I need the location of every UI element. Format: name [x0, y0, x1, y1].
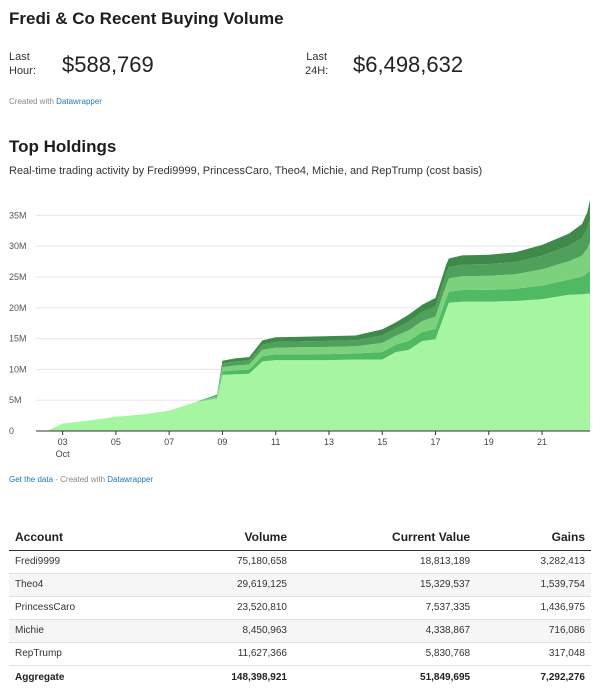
- chart-datawrapper-link[interactable]: Datawrapper: [107, 475, 154, 484]
- x-tick-label: 05: [111, 437, 121, 447]
- aggregate-row: Aggregate 148,398,921 51,849,695 7,292,2…: [9, 664, 591, 689]
- x-tick-label: 17: [431, 437, 441, 447]
- holdings-table: Account Volume Current Value Gains Fredi…: [9, 524, 591, 689]
- account-cell: Theo4: [9, 573, 156, 597]
- y-tick-label: 5M: [9, 395, 22, 405]
- dashboard-title: Fredi & Co Recent Buying Volume: [9, 9, 284, 28]
- volume-cell: 29,619,125: [155, 573, 293, 597]
- last-hour-value: $588,769: [62, 52, 154, 77]
- last-24h-label-line1: Last: [306, 51, 327, 63]
- table-header-row: Account Volume Current Value Gains: [9, 524, 591, 551]
- account-cell: PrincessCaro: [9, 596, 156, 620]
- y-tick-label: 35M: [9, 210, 27, 220]
- area-layer-3: [46, 242, 590, 431]
- table-row: RepTrump 11,627,366 5,830,768 317,048: [9, 642, 591, 666]
- column-header-volume[interactable]: Volume: [155, 524, 293, 551]
- area-layer-4: [46, 218, 590, 431]
- y-tick-label: 20M: [9, 303, 27, 313]
- x-tick-label: 13: [324, 437, 334, 447]
- gains-cell: 716,086: [476, 619, 591, 643]
- aggregate-gains: 7,292,276: [476, 664, 591, 689]
- volume-cell: 11,627,366: [155, 642, 293, 666]
- last-hour-label: Last Hour:: [9, 50, 36, 78]
- x-tick-label: 21: [537, 437, 547, 447]
- x-tick-label: 19: [484, 437, 494, 447]
- header-credit: Created with Datawrapper: [9, 97, 102, 106]
- volume-cell: 23,520,810: [155, 596, 293, 620]
- account-cell: Michie: [9, 619, 156, 643]
- area-layer-5: [46, 199, 590, 431]
- current-value-cell: 4,338,867: [293, 619, 477, 643]
- last-hour-label-line1: Last: [9, 51, 30, 63]
- gains-cell: 3,282,413: [476, 550, 591, 574]
- chart-credit-sep: - Created with: [53, 475, 108, 484]
- x-tick-label: 07: [164, 437, 174, 447]
- gains-cell: 317,048: [476, 642, 591, 666]
- table-row: PrincessCaro 23,520,810 7,537,335 1,436,…: [9, 596, 591, 620]
- x-tick-label: 09: [217, 437, 227, 447]
- gains-cell: 1,539,754: [476, 573, 591, 597]
- column-header-gains[interactable]: Gains: [476, 524, 591, 551]
- volume-cell: 75,180,658: [155, 550, 293, 574]
- last-24h-label: Last 24H:: [305, 50, 329, 78]
- x-tick-label: 11: [271, 437, 280, 447]
- area-layer-base: [46, 293, 590, 431]
- last-24h-value: $6,498,632: [353, 52, 464, 77]
- holdings-title: Top Holdings: [9, 137, 117, 156]
- header-datawrapper-link[interactable]: Datawrapper: [56, 97, 102, 106]
- y-tick-label: 25M: [9, 272, 27, 282]
- column-header-account[interactable]: Account: [9, 524, 156, 551]
- chart-credit: Get the data - Created with Datawrapper: [9, 475, 153, 484]
- table-row: Michie 8,450,963 4,338,867 716,086: [9, 619, 591, 643]
- account-cell: RepTrump: [9, 642, 156, 666]
- current-value-cell: 15,329,537: [293, 573, 477, 597]
- account-cell: Fredi9999: [9, 550, 156, 574]
- table-row: Fredi9999 75,180,658 18,813,189 3,282,41…: [9, 550, 591, 574]
- last-hour-label-line2: Hour:: [9, 65, 36, 77]
- current-value-cell: 18,813,189: [293, 550, 477, 574]
- aggregate-volume: 148,398,921: [155, 664, 293, 689]
- y-tick-label: 15M: [9, 334, 27, 344]
- gains-cell: 1,436,975: [476, 596, 591, 620]
- volume-cell: 8,450,963: [155, 619, 293, 643]
- current-value-cell: 5,830,768: [293, 642, 477, 666]
- x-tick-sublabel: Oct: [56, 449, 71, 459]
- get-the-data-link[interactable]: Get the data: [9, 475, 54, 484]
- aggregate-label: Aggregate: [9, 664, 156, 689]
- aggregate-current-value: 51,849,695: [293, 664, 477, 689]
- holdings-area-chart: 0 5M 10M 15M 20M 25M 30M 35M 03 Oct 05 07 09 11 13 15 17…: [9, 199, 590, 459]
- table-row: Theo4 29,619,125 15,329,537 1,539,754: [9, 573, 591, 597]
- last-24h-label-line2: 24H:: [305, 65, 329, 77]
- holdings-subtitle: Real-time trading activity by Fredi9999,…: [9, 165, 483, 177]
- x-tick-label: 03: [58, 437, 68, 447]
- y-tick-label: 10M: [9, 364, 27, 374]
- current-value-cell: 7,537,335: [293, 596, 477, 620]
- y-tick-label: 0: [9, 426, 14, 436]
- y-tick-label: 30M: [9, 241, 27, 251]
- x-tick-label: 15: [377, 437, 387, 447]
- header-credit-prefix: Created with: [9, 97, 54, 106]
- column-header-current-value[interactable]: Current Value: [293, 524, 477, 551]
